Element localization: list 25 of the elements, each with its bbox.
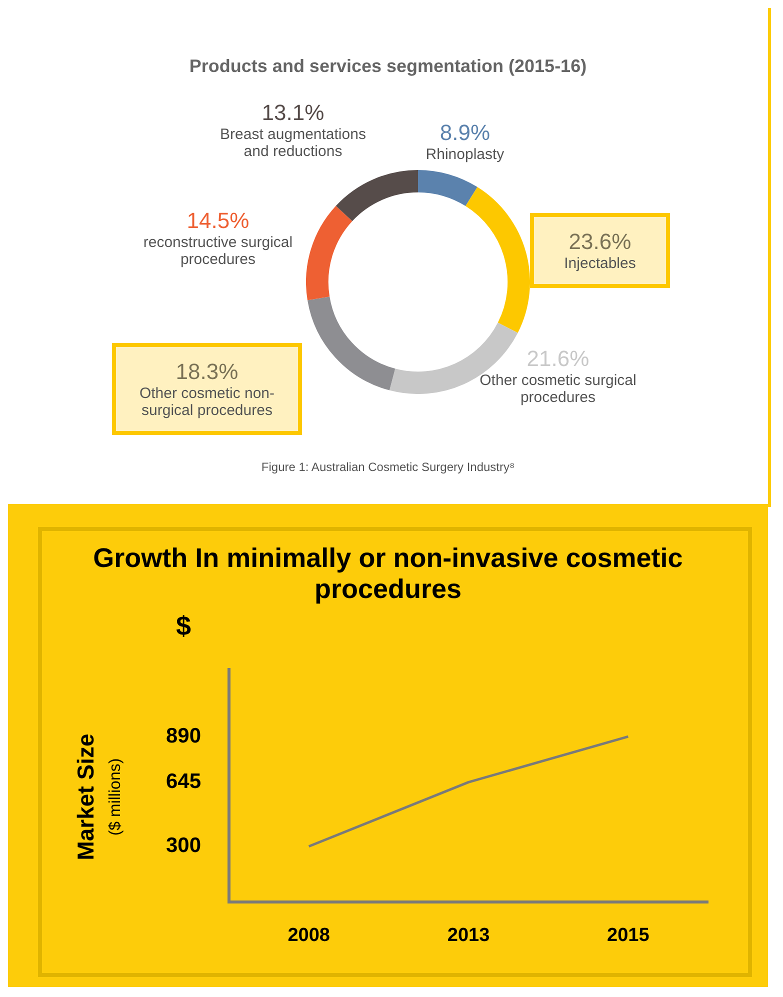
data-label: 18.3% (174, 359, 240, 385)
chart-title: Growth In minimally or non-invasive cosmetic procedures (92, 543, 684, 605)
chart-title: Products and services segmentation (2015-16) (188, 56, 588, 77)
slice-label: Rhinoplasty (424, 146, 506, 163)
slice-label: Injectables (563, 255, 637, 272)
slice-label: Other cosmetic surgical procedures (478, 372, 638, 406)
text: $ (176, 611, 192, 642)
label-frame: 18.3% Other cosmetic non-surgical procedures (112, 343, 302, 435)
y-tick-label: 645 (166, 770, 202, 793)
caption: Figure 1: Australian Cosmetic Surgery Industry⁸ (260, 460, 516, 474)
x-tick-label: 2015 (607, 924, 650, 946)
y-tick-label: 890 (166, 724, 202, 748)
data-label: 14.5% (186, 208, 250, 234)
data-label: 8.9% (438, 120, 492, 146)
y-axis-title: Market Size (72, 734, 100, 860)
data-label: 23.6% (568, 229, 632, 255)
slice-label: reconstructive surgical procedures (142, 234, 294, 268)
x-tick-label: 2013 (447, 924, 490, 946)
x-tick-label: 2008 (288, 924, 330, 946)
slice-label: Other cosmetic non-surgical procedures (138, 385, 276, 419)
slice-label: Breast augmentations and reductions (219, 126, 367, 160)
data-label: 13.1% (260, 100, 326, 126)
y-tick-label: 300 (166, 834, 202, 858)
text: ($ millions) (107, 758, 125, 836)
label-frame: 23.6% Injectables (530, 213, 670, 288)
